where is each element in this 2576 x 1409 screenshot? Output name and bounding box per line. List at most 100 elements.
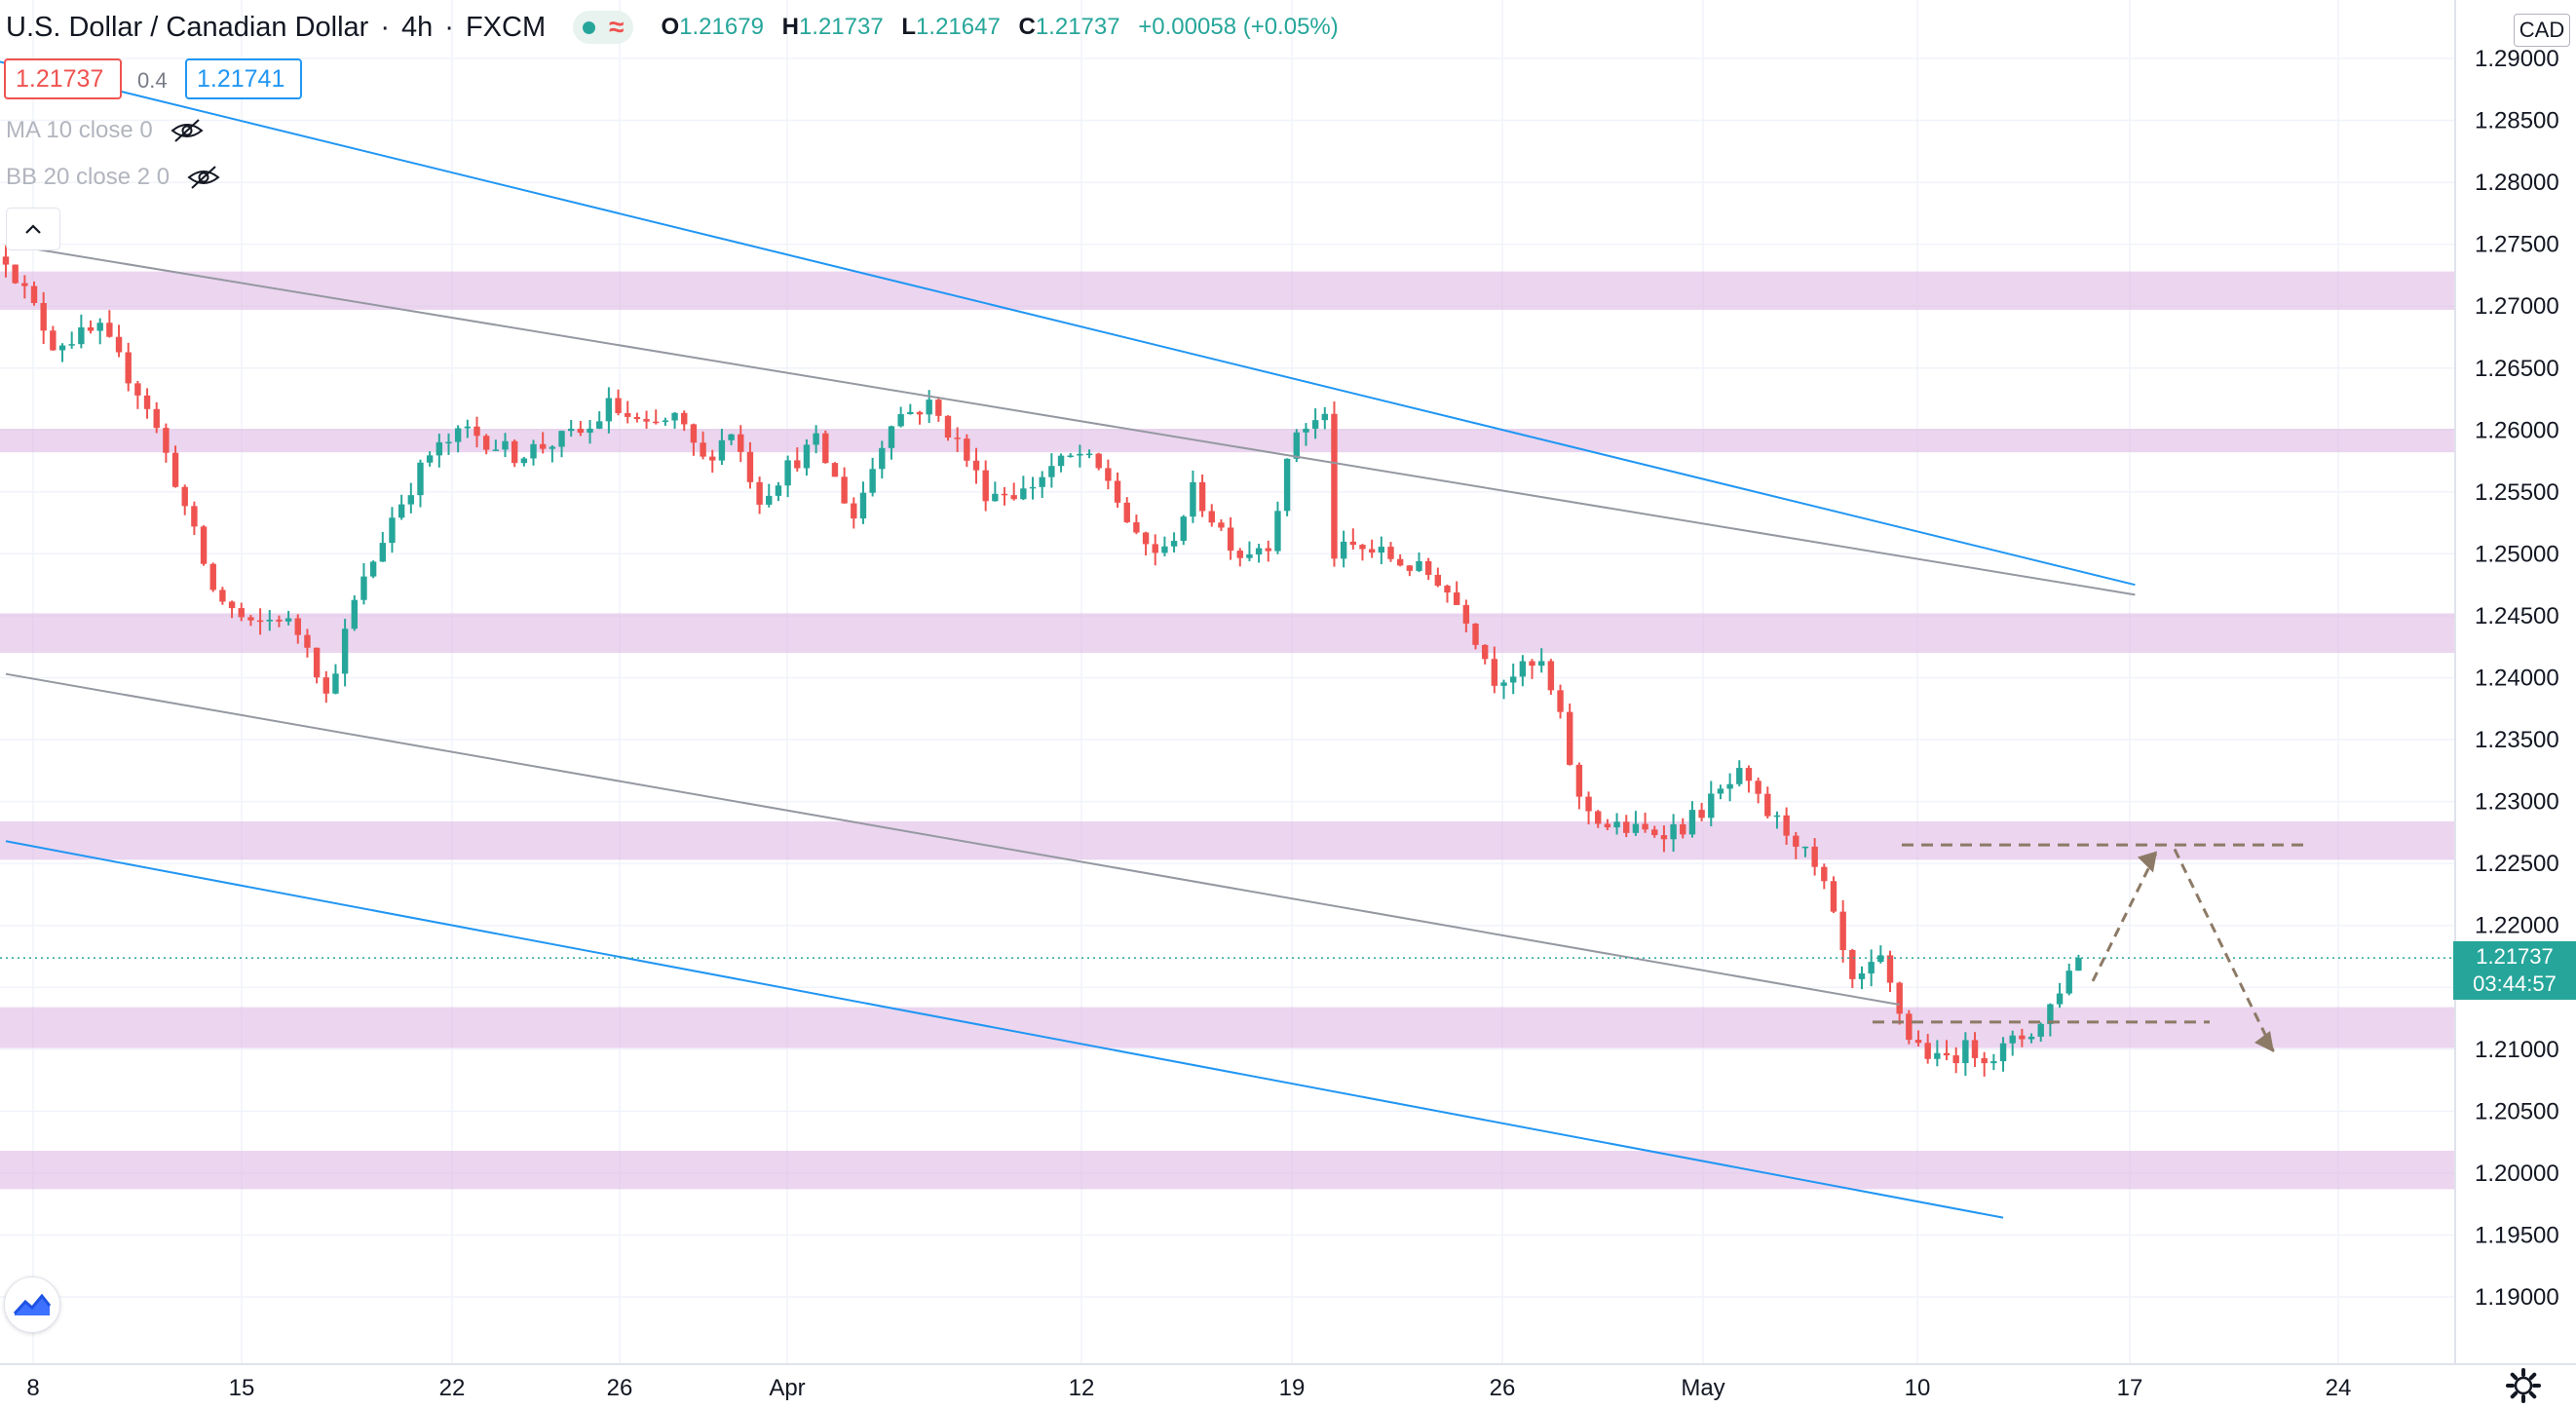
- candle-body: [662, 420, 669, 423]
- candle-body: [1453, 592, 1460, 605]
- candle-body: [1642, 823, 1648, 830]
- candle-body: [1227, 527, 1234, 552]
- price-tick-label: 1.25000: [2475, 541, 2559, 567]
- sr-zone: [0, 820, 2455, 860]
- candle-body: [106, 323, 113, 337]
- candle-body: [1396, 558, 1404, 566]
- candle-body: [1105, 468, 1112, 481]
- candle-body: [436, 441, 443, 456]
- low-key: L: [901, 14, 917, 40]
- candle-body: [200, 526, 208, 564]
- candle-body: [1283, 458, 1291, 512]
- candle-body: [982, 470, 989, 502]
- candle-body: [1349, 541, 1357, 546]
- projection-drawing: [1873, 843, 2303, 1053]
- high-value: 1.21737: [798, 14, 884, 40]
- candle-body: [1595, 811, 1602, 824]
- candle-body: [266, 619, 273, 622]
- trendline: [5, 243, 2136, 596]
- candle-body: [1387, 547, 1394, 559]
- candle-body: [1529, 661, 1535, 666]
- candle-body: [40, 302, 47, 331]
- candlestick-series: [2, 245, 2082, 1077]
- chevron-up-icon: [25, 224, 41, 234]
- time-tick-label: Apr: [769, 1375, 805, 1401]
- candle-body: [916, 411, 924, 415]
- time-tick-label: 26: [1490, 1375, 1516, 1401]
- buy-button[interactable]: 1.21741: [185, 58, 302, 99]
- candle-body: [1274, 511, 1281, 552]
- last-price-value: 1.21737: [2476, 944, 2554, 969]
- candle-body: [87, 326, 95, 331]
- candle-body: [539, 443, 547, 449]
- symbol-name[interactable]: U.S. Dollar / Canadian Dollar: [6, 11, 369, 43]
- projection-leg-down: [2173, 848, 2276, 1053]
- candle-body: [304, 634, 311, 648]
- price-axis: 1.190001.195001.200001.205001.210001.215…: [2454, 0, 2559, 1364]
- candle-body: [1914, 1040, 1922, 1044]
- candle-body: [530, 443, 537, 459]
- time-tick-label: 19: [1279, 1375, 1306, 1401]
- candle-body: [181, 486, 188, 507]
- candle-body: [125, 352, 132, 384]
- eye-hidden-icon[interactable]: [170, 118, 204, 143]
- candle-body: [1067, 455, 1074, 457]
- price-tick-label: 1.24000: [2475, 666, 2559, 692]
- candle-body: [1736, 768, 1743, 784]
- candle-body: [30, 286, 38, 303]
- candle-body: [1755, 781, 1762, 794]
- candle-body: [332, 673, 339, 694]
- interval[interactable]: 4h: [401, 11, 434, 43]
- candle-body: [426, 455, 434, 463]
- candle-body: [1981, 1057, 1988, 1064]
- eye-hidden-icon[interactable]: [187, 165, 220, 190]
- sr-zone: [0, 1151, 2455, 1190]
- price-tick-label: 1.26000: [2475, 417, 2559, 443]
- candle-body: [1717, 788, 1724, 794]
- candle-body: [1378, 547, 1385, 553]
- candle-body: [587, 428, 593, 434]
- candle-body: [1010, 495, 1017, 500]
- trendline: [5, 840, 2004, 1219]
- currency-label[interactable]: CAD: [2514, 14, 2570, 47]
- candle-body: [794, 460, 801, 469]
- time-tick-label: 17: [2117, 1375, 2143, 1401]
- candle-body: [294, 618, 301, 635]
- candle-body: [1971, 1040, 1979, 1058]
- candle-body: [681, 412, 688, 425]
- collapse-legend-button[interactable]: [6, 208, 60, 250]
- candle-body: [1821, 866, 1828, 882]
- price-tick-label: 1.22500: [2475, 851, 2559, 877]
- candle-body: [1839, 911, 1846, 951]
- candle-body: [1359, 545, 1366, 550]
- indicator-bb[interactable]: BB 20 close 2 0: [6, 164, 220, 191]
- candle-body: [502, 440, 509, 450]
- price-tick-label: 1.29000: [2475, 46, 2559, 72]
- candle-body: [1849, 950, 1856, 979]
- candle-body: [171, 452, 179, 487]
- price-tick-label: 1.28500: [2475, 108, 2559, 134]
- legend-separator: ·: [444, 11, 454, 43]
- candle-body: [972, 460, 980, 471]
- candle-body: [1660, 835, 1668, 840]
- candle-body: [549, 446, 556, 449]
- candle-body: [841, 476, 848, 504]
- candle-body: [1613, 821, 1620, 828]
- candle-body: [784, 460, 791, 486]
- market-status-badge[interactable]: ≈: [573, 11, 634, 44]
- candle-body: [1557, 690, 1564, 712]
- candle-body: [276, 619, 283, 622]
- indicator-ma[interactable]: MA 10 close 0: [6, 117, 204, 144]
- candle-body: [2047, 1004, 2054, 1024]
- gear-icon[interactable]: [2504, 1366, 2543, 1405]
- candle-body: [492, 449, 500, 451]
- tradingview-logo[interactable]: [4, 1276, 60, 1333]
- candle-body: [1001, 493, 1008, 496]
- sell-button[interactable]: 1.21737: [4, 58, 122, 99]
- candle-body: [68, 344, 75, 346]
- time-tick-label: 26: [607, 1375, 633, 1401]
- candle-body: [869, 469, 876, 493]
- candle-body: [964, 438, 970, 461]
- candle-body: [1340, 541, 1347, 559]
